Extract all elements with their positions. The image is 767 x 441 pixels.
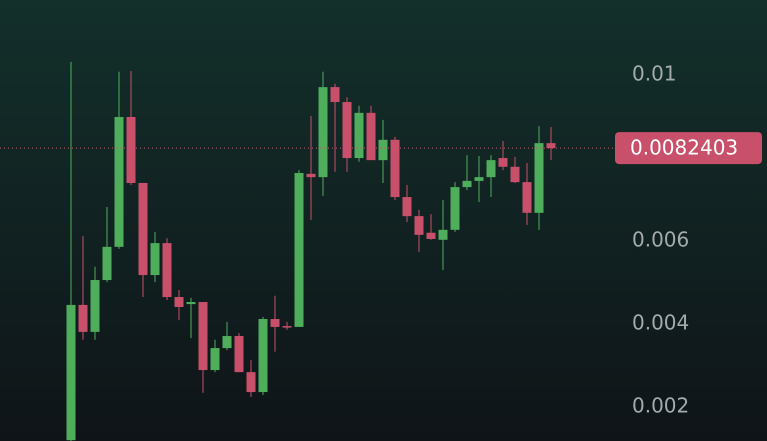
candle-body: [78, 304, 88, 332]
candle-body: [462, 180, 472, 188]
price-label: 0.0082403: [630, 136, 738, 160]
candle-body: [486, 160, 496, 178]
candle-body: [414, 216, 424, 235]
candle-body: [198, 302, 208, 371]
candle-body: [222, 336, 232, 349]
candle-body: [498, 158, 508, 167]
candle-body: [102, 246, 112, 281]
candle-body: [474, 177, 484, 181]
y-tick-label: 0.006: [632, 228, 689, 252]
candle-body: [522, 182, 532, 213]
y-tick-label: 0.002: [632, 393, 689, 417]
candle-body: [258, 319, 268, 393]
candle-body: [390, 139, 400, 198]
y-tick-label: 0.004: [632, 311, 689, 335]
candle-body: [450, 187, 460, 230]
candle-body: [354, 112, 364, 159]
candle-body: [186, 302, 196, 305]
candle-body: [114, 116, 124, 247]
candle-body: [138, 182, 148, 276]
candle-body: [330, 87, 340, 103]
candle-body: [90, 280, 100, 332]
candle-body: [534, 143, 544, 213]
candle-body: [66, 304, 76, 441]
price-badge: [615, 132, 762, 165]
candle-body: [234, 336, 244, 373]
candle-body: [546, 143, 556, 149]
candle-body: [174, 297, 184, 307]
candle-body: [270, 319, 280, 327]
candle-body: [126, 116, 136, 183]
candle-body: [402, 197, 412, 217]
candle-body: [306, 173, 316, 178]
y-tick-label: 0.01: [632, 62, 677, 86]
candle-body: [246, 372, 256, 393]
candle-body: [510, 166, 520, 183]
candle-body: [318, 87, 328, 178]
candle-body: [294, 172, 304, 327]
candle-body: [162, 243, 172, 298]
candle-body: [438, 229, 448, 240]
candle-body: [342, 102, 352, 159]
candle-body: [378, 139, 388, 161]
candle-body: [150, 243, 160, 276]
candle-body: [366, 112, 376, 161]
candle-body: [210, 348, 220, 371]
candle-body: [282, 326, 292, 328]
y-tick-label: 0.012: [632, 0, 689, 3]
candle-body: [426, 232, 436, 239]
